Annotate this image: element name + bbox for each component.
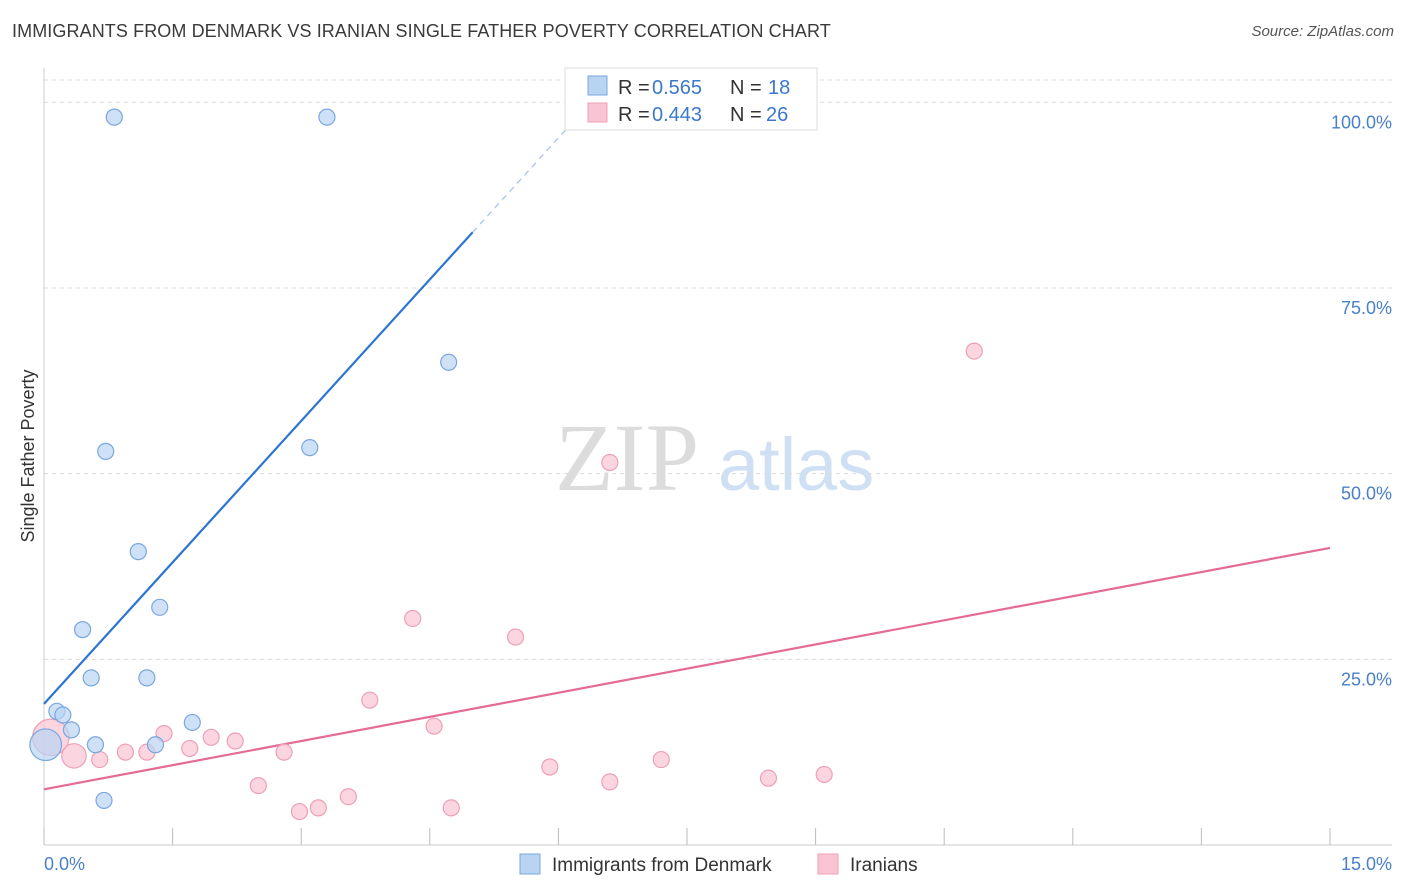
trend-line-denmark xyxy=(43,231,474,705)
point-denmark xyxy=(95,791,113,810)
point-iranians xyxy=(541,758,559,776)
point-iranians xyxy=(61,743,87,769)
point-denmark xyxy=(440,353,458,371)
watermark-atlas: atlas xyxy=(718,423,874,506)
point-iranians xyxy=(181,739,199,758)
y-tick-label: 100.0% xyxy=(1331,112,1392,132)
trend-lines xyxy=(43,118,1331,791)
point-iranians xyxy=(361,691,379,709)
legend-r-value-denmark: 0.565 xyxy=(652,77,702,99)
point-iranians xyxy=(275,743,293,761)
y-tick-label: 25.0% xyxy=(1341,669,1392,689)
y-tick-label: 75.0% xyxy=(1341,298,1392,318)
legend-n-label-denmark: N = xyxy=(730,77,767,99)
point-iranians xyxy=(404,609,422,628)
point-iranians xyxy=(601,773,619,791)
watermark-zip: ZIP xyxy=(555,404,699,511)
point-iranians xyxy=(249,776,267,795)
correlation-legend: R = 0.565 N = 18 R = 0.443 N = 26 xyxy=(564,67,818,131)
trend-line-denmark-extension xyxy=(472,118,577,233)
grid xyxy=(44,79,1392,660)
point-denmark xyxy=(146,736,165,754)
series-legend-label-denmark[interactable]: Immigrants from Denmark xyxy=(552,855,772,876)
legend-n-value-denmark: 18 xyxy=(768,77,790,99)
legend-r-label-iranians: R = xyxy=(618,104,655,126)
point-iranians xyxy=(506,628,525,646)
point-denmark xyxy=(73,621,92,639)
point-denmark xyxy=(318,108,336,126)
point-iranians xyxy=(425,717,443,735)
point-iranians xyxy=(91,750,109,769)
trend-line-iranians xyxy=(43,546,1331,791)
watermark: ZIP atlas xyxy=(555,404,874,511)
point-iranians xyxy=(442,799,460,817)
data-points xyxy=(29,108,983,821)
point-denmark xyxy=(97,442,115,460)
source-label: Source: ZipAtlas.com xyxy=(1251,23,1394,40)
series-legend: Immigrants from Denmark Iranians xyxy=(519,853,918,876)
point-denmark xyxy=(62,721,81,739)
point-denmark xyxy=(54,706,72,724)
legend-r-label-denmark: R = xyxy=(618,77,655,99)
point-denmark xyxy=(29,728,63,762)
legend-n-value-iranians: 26 xyxy=(766,104,788,126)
point-denmark xyxy=(86,736,105,754)
point-iranians xyxy=(965,342,983,360)
y-tick-labels: 25.0% 50.0% 75.0% 100.0% xyxy=(1331,112,1392,689)
point-iranians xyxy=(759,769,778,787)
chart-title: IMMIGRANTS FROM DENMARK VS IRANIAN SINGL… xyxy=(12,21,831,41)
series-legend-swatch-denmark[interactable] xyxy=(519,853,541,875)
point-iranians xyxy=(202,728,220,746)
point-denmark xyxy=(301,439,319,457)
axes xyxy=(43,68,1392,846)
point-denmark xyxy=(105,108,123,126)
point-denmark xyxy=(129,543,147,561)
point-iranians xyxy=(290,802,309,821)
x-tick-label-min: 0.0% xyxy=(44,854,85,874)
point-denmark xyxy=(82,669,100,687)
point-iranians xyxy=(339,788,357,806)
x-tick-label-max: 15.0% xyxy=(1341,854,1392,874)
point-denmark xyxy=(183,713,201,732)
point-iranians xyxy=(652,750,670,769)
point-iranians xyxy=(601,453,619,472)
series-legend-label-iranians[interactable]: Iranians xyxy=(850,855,918,876)
y-tick-label: 50.0% xyxy=(1341,484,1392,504)
series-legend-swatch-iranians[interactable] xyxy=(817,853,839,875)
legend-n-label-iranians: N = xyxy=(730,104,767,126)
point-denmark xyxy=(138,669,156,687)
point-iranians xyxy=(309,799,327,817)
legend-swatch-iranians xyxy=(587,102,608,123)
point-iranians xyxy=(815,765,833,784)
y-axis-label: Single Father Poverty xyxy=(18,369,38,542)
legend-swatch-denmark xyxy=(587,75,608,96)
legend-r-value-iranians: 0.443 xyxy=(652,104,702,126)
point-iranians xyxy=(226,732,244,750)
point-denmark xyxy=(151,598,169,616)
point-iranians xyxy=(116,743,135,761)
